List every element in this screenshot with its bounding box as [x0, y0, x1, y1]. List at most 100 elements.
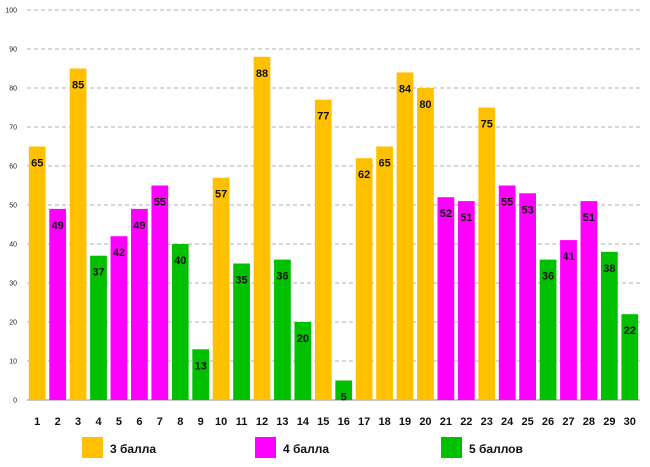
- x-tick-label: 4: [95, 416, 102, 428]
- x-tick-label: 9: [198, 416, 204, 428]
- data-label: 85: [72, 80, 84, 92]
- x-tick-label: 5: [116, 416, 122, 428]
- bar: [151, 185, 169, 400]
- x-tick-label: 24: [501, 416, 514, 428]
- y-tick-label: 60: [9, 164, 17, 171]
- bar: [69, 68, 87, 400]
- bar: [233, 263, 250, 400]
- x-tick-label: 25: [521, 416, 533, 428]
- data-label: 5: [341, 392, 347, 404]
- data-label: 13: [195, 360, 207, 372]
- data-label: 62: [358, 169, 370, 181]
- data-label: 65: [31, 158, 43, 170]
- data-label: 51: [460, 212, 472, 224]
- data-label: 41: [562, 251, 574, 263]
- x-tick-label: 15: [317, 416, 329, 428]
- data-label: 36: [542, 271, 554, 283]
- data-label: 84: [399, 83, 412, 95]
- bar: [49, 208, 67, 400]
- data-label: 51: [583, 212, 595, 224]
- data-label: 52: [440, 208, 452, 220]
- x-tick-label: 10: [215, 416, 227, 428]
- data-label: 88: [256, 68, 268, 80]
- y-tick-label: 20: [9, 320, 17, 327]
- bar: [519, 193, 536, 400]
- bar: [417, 88, 434, 400]
- x-tick-label: 8: [177, 416, 183, 428]
- bar: [335, 380, 353, 400]
- data-label: 37: [92, 267, 104, 279]
- legend-label: 3 балла: [110, 442, 156, 456]
- data-label: 80: [419, 99, 431, 111]
- x-tick-label: 30: [624, 416, 636, 428]
- bar: [560, 240, 577, 400]
- bar: [110, 236, 128, 400]
- bar: [396, 72, 414, 401]
- data-label: 35: [235, 275, 247, 287]
- data-label: 65: [378, 158, 390, 170]
- y-axis-ticks: 0 10 20 30 40 50 60 70 80 90 100: [5, 8, 17, 405]
- bars: [28, 56, 639, 401]
- y-tick-label: 70: [9, 125, 17, 132]
- x-tick-label: 3: [75, 416, 81, 428]
- y-tick-label: 80: [9, 86, 17, 93]
- x-tick-label: 26: [542, 416, 554, 428]
- x-tick-label: 2: [55, 416, 61, 428]
- y-tick-label: 40: [9, 242, 17, 249]
- x-tick-label: 13: [276, 416, 288, 428]
- bar: [253, 56, 271, 401]
- bar: [498, 185, 516, 400]
- x-tick-label: 27: [562, 416, 574, 428]
- y-tick-label: 10: [9, 359, 17, 366]
- bar: [478, 107, 496, 400]
- data-label: 42: [113, 247, 125, 259]
- data-label: 55: [154, 197, 166, 209]
- bar: [621, 314, 639, 400]
- x-axis-ticks: 1 2 3 4 5 6 7 8 9 10 11 12 13 14 15 16 17 18 19 20 21 22 23 24 2…: [34, 416, 636, 428]
- x-tick-label: 6: [136, 416, 142, 428]
- x-tick-label: 29: [603, 416, 615, 428]
- y-tick-label: 100: [5, 8, 17, 15]
- bar: [274, 259, 291, 400]
- x-tick-label: 14: [297, 416, 310, 428]
- data-label: 53: [521, 204, 533, 216]
- x-tick-label: 16: [338, 416, 350, 428]
- y-tick-label: 30: [9, 281, 17, 288]
- x-tick-label: 11: [236, 416, 248, 428]
- x-tick-label: 28: [583, 416, 595, 428]
- data-label: 49: [52, 220, 64, 232]
- x-tick-label: 20: [419, 416, 431, 428]
- bar: [457, 201, 475, 400]
- data-label: 55: [501, 197, 513, 209]
- x-tick-label: 21: [440, 416, 452, 428]
- bar: [212, 177, 230, 400]
- data-label: 20: [297, 333, 309, 345]
- bar: [539, 259, 557, 400]
- x-tick-label: 23: [481, 416, 493, 428]
- bar: [192, 349, 210, 400]
- gridlines: [27, 9, 640, 401]
- data-label: 75: [481, 119, 493, 131]
- legend-swatch: [441, 437, 462, 458]
- bar: [171, 244, 189, 400]
- data-label: 77: [317, 111, 329, 123]
- data-label: 49: [133, 220, 145, 232]
- bar: [580, 201, 598, 400]
- x-tick-label: 22: [460, 416, 472, 428]
- x-tick-label: 18: [378, 416, 390, 428]
- bar: [131, 208, 148, 400]
- bar: [376, 146, 393, 400]
- data-label: 38: [603, 263, 615, 275]
- x-tick-label: 17: [358, 416, 370, 428]
- bar: [28, 146, 46, 400]
- bar: [600, 251, 618, 400]
- x-tick-label: 12: [256, 416, 268, 428]
- data-label: 57: [215, 189, 227, 201]
- y-tick-label: 90: [9, 47, 17, 54]
- legend-swatch: [255, 437, 276, 458]
- bar: [437, 197, 455, 400]
- bar: [90, 255, 107, 400]
- legend-label: 5 баллов: [469, 442, 523, 456]
- data-label: 22: [624, 325, 636, 337]
